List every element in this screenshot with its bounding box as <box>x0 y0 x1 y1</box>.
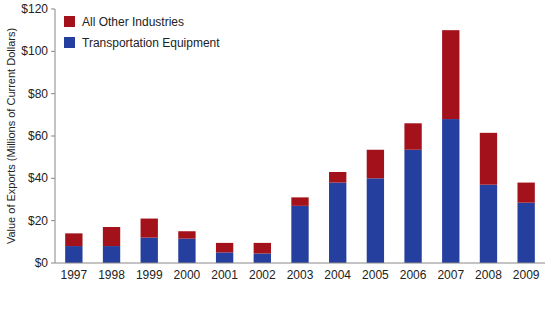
y-tick-label: $120 <box>21 2 48 16</box>
bar <box>367 178 384 263</box>
legend-label: All Other Industries <box>82 15 184 29</box>
legend-label: Transportation Equipment <box>82 36 220 50</box>
x-tick-label: 1999 <box>136 268 163 282</box>
y-tick <box>51 93 55 94</box>
y-tick-label: $100 <box>21 44 48 58</box>
bars <box>65 30 535 263</box>
bar <box>404 123 421 149</box>
x-tick-label: 1997 <box>60 268 87 282</box>
bar <box>103 227 120 246</box>
x-tick-label: 2009 <box>513 268 540 282</box>
bar <box>291 206 308 263</box>
legend: All Other Industries Transportation Equip… <box>64 15 220 50</box>
x-tick-label: 2008 <box>475 268 502 282</box>
x-tick-label: 1998 <box>98 268 125 282</box>
legend-swatch <box>64 16 75 27</box>
bar <box>442 30 459 119</box>
bar <box>254 243 271 254</box>
bar <box>517 203 534 263</box>
legend-swatch <box>64 37 75 48</box>
x-tick-label: 2005 <box>362 268 389 282</box>
bar <box>141 238 158 263</box>
y-tick <box>51 263 55 264</box>
bar <box>103 246 120 263</box>
bar <box>178 239 195 263</box>
y-tick <box>51 9 55 10</box>
bar <box>404 150 421 263</box>
bar <box>141 219 158 238</box>
bar <box>291 197 308 205</box>
x-tick-label: 2002 <box>249 268 276 282</box>
y-axis <box>55 9 56 263</box>
x-tick-label: 2001 <box>211 268 238 282</box>
x-tick-label: 2007 <box>437 268 464 282</box>
bar <box>178 231 195 238</box>
x-axis <box>55 263 545 264</box>
bar <box>367 150 384 179</box>
bar <box>442 119 459 263</box>
chart: $0 $20 $40 $60 $80 $100 $120 Value of Exports (… <box>0 0 548 313</box>
y-tick <box>51 51 55 52</box>
x-tick-label: 2003 <box>287 268 314 282</box>
bar <box>480 185 497 263</box>
bar <box>480 133 497 185</box>
bar <box>254 253 271 263</box>
y-tick-label: $0 <box>35 256 49 270</box>
bar <box>329 183 346 263</box>
y-tick-label: $20 <box>28 214 48 228</box>
x-tick-label: 2000 <box>174 268 201 282</box>
bar <box>65 246 82 263</box>
x-tick-label: 2006 <box>400 268 427 282</box>
bar <box>216 243 233 253</box>
y-tick-label: $60 <box>28 129 48 143</box>
bar <box>517 183 534 203</box>
y-tick <box>51 178 55 179</box>
bar <box>216 252 233 263</box>
y-tick <box>51 220 55 221</box>
y-tick-label: $40 <box>28 171 48 185</box>
y-tick <box>51 136 55 137</box>
y-axis-label: Value of Exports (Millions of Current Do… <box>5 28 17 244</box>
x-tick-label: 2004 <box>324 268 351 282</box>
y-tick-label: $80 <box>28 87 48 101</box>
bar <box>65 233 82 246</box>
bar <box>329 172 346 183</box>
